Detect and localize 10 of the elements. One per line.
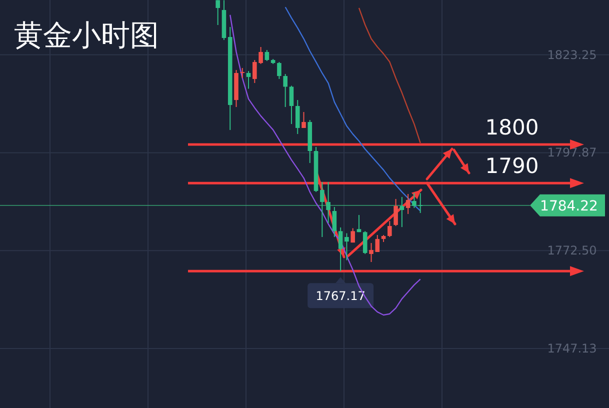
annotation: 1767.17 xyxy=(316,289,366,304)
y-tick-label: 1797.87 xyxy=(547,146,597,160)
ref-line-label: 1800 xyxy=(485,115,539,140)
text: 黄金小时图 xyxy=(14,18,159,52)
y-tick-label: 1772.50 xyxy=(547,244,597,258)
y-tick-label: 1823.25 xyxy=(547,48,597,62)
annotation-tooltip: 1767.17 xyxy=(308,277,374,308)
ref-line-label: 1790 xyxy=(485,154,539,178)
ref-line-label: 1784.22 xyxy=(540,198,598,214)
y-tick-label: 1747.13 xyxy=(547,341,597,356)
